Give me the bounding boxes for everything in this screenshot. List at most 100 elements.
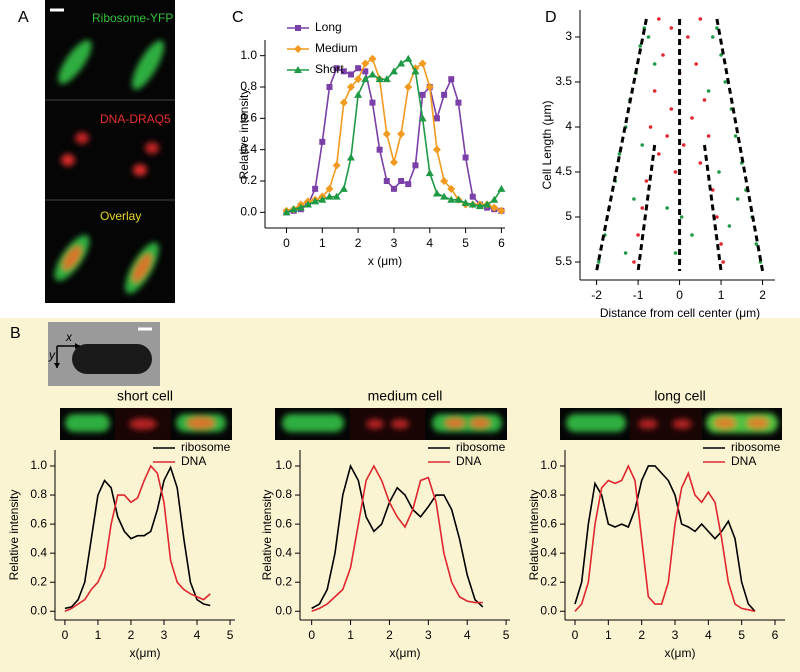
- y-tick-label: 0.2: [30, 574, 47, 588]
- marker: [319, 138, 326, 145]
- y-tick-label: 0.2: [275, 574, 292, 588]
- data-line: [64, 465, 211, 610]
- marker: [447, 184, 456, 193]
- scatter-point: [617, 152, 622, 156]
- marker: [469, 193, 476, 200]
- marker: [340, 68, 347, 75]
- scatter-point: [698, 17, 703, 21]
- marker: [468, 200, 477, 208]
- x-tick-label: 5: [503, 628, 510, 642]
- marker: [294, 66, 302, 73]
- marker: [441, 91, 448, 98]
- x-tick-label: 4: [705, 628, 712, 642]
- scatter-point: [665, 134, 669, 138]
- y-tick-label: 1.0: [540, 458, 557, 472]
- marker: [425, 83, 434, 91]
- marker: [361, 59, 370, 68]
- x-axis-label: x (μm): [368, 254, 402, 268]
- x-tick-label: 1: [605, 628, 612, 642]
- y-axis-label: Relative intensity: [7, 490, 21, 581]
- fit-line: [715, 18, 765, 272]
- y-tick-label: 0.0: [30, 603, 47, 617]
- scatter-point: [727, 224, 732, 228]
- marker: [354, 90, 363, 98]
- scatter-point: [715, 215, 719, 219]
- marker: [355, 65, 362, 72]
- marker: [497, 184, 506, 192]
- y-tick-label: 0.8: [540, 487, 557, 501]
- x-tick-label: 6: [772, 628, 779, 642]
- x-tick-label: 5: [227, 628, 234, 642]
- marker: [368, 70, 377, 78]
- marker: [425, 169, 434, 177]
- x-tick-label: 4: [464, 628, 471, 642]
- legend-label: ribosome: [456, 440, 506, 454]
- x-tick-label: 5: [462, 236, 469, 250]
- marker: [462, 154, 469, 161]
- marker: [382, 130, 391, 138]
- chart-title: short cell: [117, 388, 173, 404]
- axis-label: y: [48, 348, 56, 362]
- y-axis-label: Relative intensity: [260, 490, 274, 581]
- scatter-point: [679, 215, 684, 219]
- marker: [375, 75, 384, 83]
- scatter-point: [657, 152, 661, 156]
- legend-label: DNA: [456, 454, 481, 468]
- panel-label: A: [18, 9, 29, 26]
- marker: [312, 185, 319, 192]
- legend-label: Long: [315, 20, 342, 34]
- scatter-point: [717, 170, 721, 174]
- fit-line: [702, 144, 723, 272]
- panel-a-image: [45, 0, 175, 303]
- marker: [440, 177, 449, 185]
- x-tick-label: 5: [738, 628, 745, 642]
- marker: [368, 54, 377, 63]
- y-tick-label: 1.0: [30, 458, 47, 472]
- marker: [405, 181, 412, 188]
- chart-title: medium cell: [368, 388, 443, 404]
- scatter-point: [706, 89, 711, 93]
- marker: [332, 161, 341, 170]
- x-tick-label: 1: [319, 236, 326, 250]
- marker: [382, 75, 391, 83]
- x-tick-label: 4: [426, 236, 433, 250]
- scatter-point: [623, 251, 628, 255]
- marker: [419, 91, 426, 98]
- marker: [398, 178, 405, 184]
- marker: [497, 206, 506, 215]
- x-tick-label: -1: [633, 288, 644, 302]
- data-line: [574, 465, 756, 612]
- y-tick-label: 4: [565, 119, 572, 133]
- scatter-point: [640, 206, 645, 210]
- marker: [490, 203, 499, 212]
- x-tick-label: 0: [62, 628, 69, 642]
- x-axis-label: x(μm): [665, 646, 696, 660]
- y-axis-label: Cell Length (μm): [540, 101, 554, 190]
- scatter-point: [710, 188, 715, 192]
- marker: [332, 192, 341, 200]
- marker: [325, 184, 334, 193]
- scatter-point: [669, 107, 674, 111]
- y-tick-label: 0.2: [240, 173, 257, 187]
- marker: [490, 195, 499, 203]
- scatter-point: [694, 62, 698, 66]
- scatter-point: [652, 89, 657, 93]
- marker: [354, 75, 363, 84]
- channel-label: Ribosome-YFP: [92, 11, 173, 25]
- fit-line: [636, 144, 657, 272]
- x-axis-label: x(μm): [390, 646, 421, 660]
- scatter-point: [681, 143, 686, 147]
- y-tick-label: 0.2: [540, 574, 557, 588]
- fit-line: [595, 18, 648, 272]
- data-line: [311, 463, 484, 610]
- marker: [418, 114, 427, 122]
- x-tick-label: 1: [95, 628, 102, 642]
- y-tick-label: 0.6: [275, 516, 292, 530]
- y-tick-label: 3: [565, 29, 572, 43]
- marker: [448, 76, 455, 83]
- x-tick-label: 0: [676, 288, 683, 302]
- marker: [432, 145, 441, 154]
- x-tick-label: 2: [638, 628, 645, 642]
- y-tick-label: 0.8: [240, 79, 257, 93]
- scatter-point: [657, 17, 661, 21]
